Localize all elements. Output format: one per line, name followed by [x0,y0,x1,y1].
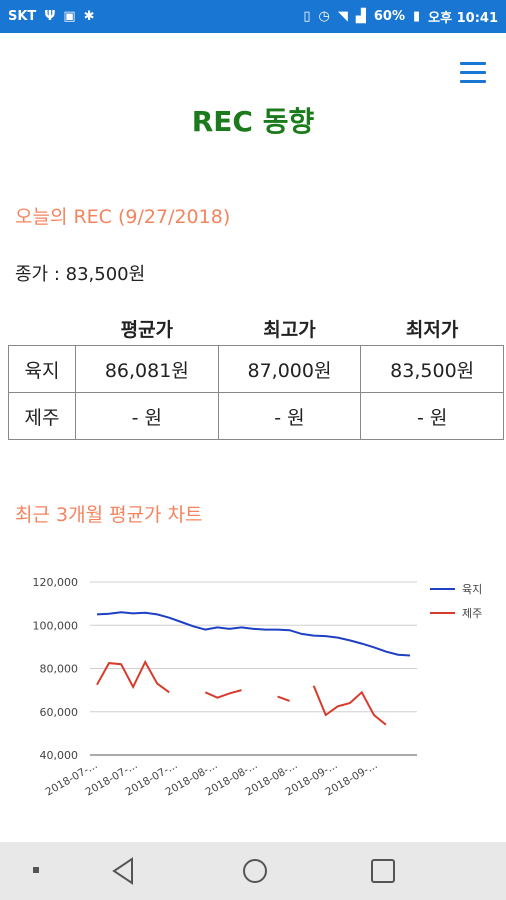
table-row: 제주 - 원 - 원 - 원 [8,392,504,440]
avg-cell: - 원 [75,392,219,440]
region-cell: 육지 [8,345,76,393]
y-tick-label: 100,000 [33,619,79,632]
wifi-icon: ◥ [337,9,348,24]
battery-icon: ▮ [413,9,421,24]
today-heading: 오늘의 REC (9/27/2018) [15,206,231,228]
y-tick-label: 120,000 [33,576,79,589]
region-cell: 제주 [8,392,76,440]
carrier-label: SKT [8,9,37,24]
max-cell: 87,000원 [217,345,362,393]
battery-percent: 60% [373,9,406,24]
vibrate-icon: ▯ [303,9,311,24]
header-avg: 평균가 [120,318,174,341]
max-cell: - 원 [217,392,362,440]
legend-label: 제주 [462,607,482,620]
min-cell: 83,500원 [360,345,504,393]
home-icon[interactable] [240,856,270,886]
header-empty [9,311,76,346]
series-line-0 [96,611,411,657]
usb-icon: Ψ [44,9,56,24]
header-max: 최고가 [263,318,316,341]
close-price: 종가 : 83,500원 [15,264,146,285]
avg-cell: 86,081원 [75,345,219,393]
recent-apps-dot-icon[interactable] [30,864,42,876]
signal-icon: ▟ [355,9,366,24]
hamburger-menu-icon[interactable] [460,62,486,86]
status-bar: SKT Ψ ▣ ✱ ▯ ◷ ◥ ▟ 60% ▮ 오후 10:41 [0,0,506,33]
alarm-icon: ◷ [318,9,330,24]
series-line-1 [96,659,387,726]
y-tick-label: 80,000 [40,663,79,676]
y-tick-label: 60,000 [40,706,79,719]
android-debug-icon: ✱ [83,9,95,24]
price-line-chart: 120,000100,00080,00060,00040,0002018-07-… [33,576,483,798]
page-title: REC 동향 [191,105,315,138]
price-table: 평균가 최고가 최저가 육지 86,081원 87,000원 83,500원 제… [8,311,504,440]
navigation-bar [0,842,506,900]
legend-label: 육지 [462,583,482,596]
back-icon[interactable] [110,856,138,886]
clock: 오후 10:41 [428,11,498,26]
chart-heading: 최근 3개월 평균가 차트 [15,504,203,526]
header-min: 최저가 [405,318,459,341]
table-row: 육지 86,081원 87,000원 83,500원 [8,345,504,393]
y-tick-label: 40,000 [40,749,79,762]
min-cell: - 원 [360,392,504,440]
overview-icon[interactable] [369,857,397,885]
price-table-header: 평균가 최고가 최저가 [9,311,504,346]
image-icon: ▣ [63,9,76,24]
